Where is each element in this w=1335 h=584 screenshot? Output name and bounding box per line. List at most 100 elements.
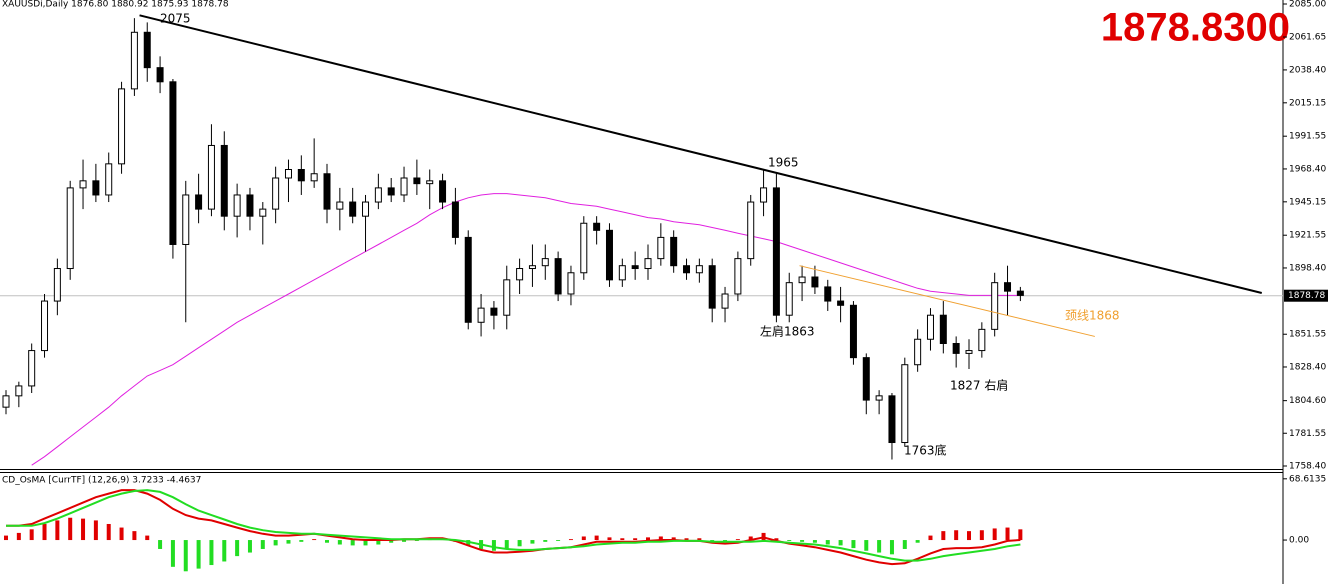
annotation: 2075 (160, 12, 191, 26)
candle-body (362, 201, 370, 217)
candle-body (387, 187, 395, 196)
histogram-bar (93, 520, 98, 541)
histogram-bar (979, 530, 984, 541)
y-tick-label: 1804.60 (1289, 396, 1326, 406)
candle-body (734, 258, 742, 295)
indicator-header: CD_OsMA [CurrTF] (12,26,9) 3.7233 -4.463… (2, 476, 201, 486)
indicator-line (6, 489, 1021, 562)
candle-body (336, 201, 344, 210)
histogram-bar (568, 539, 573, 541)
moving-average (31, 193, 1021, 466)
y-tick-label: 2038.40 (1289, 65, 1326, 75)
histogram-bar (812, 540, 817, 543)
histogram-bar (620, 538, 625, 541)
histogram-bar (55, 520, 60, 541)
candle-body (670, 236, 678, 267)
candle-body (349, 201, 357, 217)
candle-body (554, 258, 562, 295)
candle-body (284, 169, 292, 179)
annotation: 1965 (768, 156, 799, 170)
y-tick-label: 2015.15 (1289, 98, 1326, 108)
candle-body (79, 180, 87, 189)
histogram-bar (877, 540, 882, 553)
histogram-bar (145, 535, 150, 541)
candle-body (118, 88, 126, 165)
histogram-bar (299, 540, 304, 542)
histogram-bar (543, 540, 548, 542)
annotation: 颈线1868 (1065, 309, 1120, 323)
histogram-bar (594, 535, 599, 541)
candle-body (297, 169, 305, 182)
annotation: 1763底 (904, 443, 947, 458)
histogram-bar (81, 518, 86, 541)
candle-body (862, 357, 870, 401)
histogram-bar (1005, 527, 1010, 541)
candle-body (323, 173, 331, 210)
histogram-bar (132, 531, 137, 541)
histogram-bar (504, 540, 509, 549)
histogram-bar (1018, 529, 1023, 541)
candle-body (849, 304, 857, 359)
histogram-bar (658, 536, 663, 541)
histogram-bar (158, 540, 163, 549)
histogram-bar (273, 540, 278, 546)
histogram-bar (787, 540, 792, 541)
annotation: 1827 右肩 (950, 378, 1008, 393)
candle-body (66, 187, 74, 270)
histogram-bar (889, 540, 894, 555)
candle-body (28, 350, 36, 387)
histogram-bar (671, 537, 676, 541)
histogram-bar (260, 540, 265, 549)
histogram-bar (247, 540, 252, 553)
histogram-bar (222, 540, 227, 562)
histogram-bar (209, 540, 214, 566)
candle-body (105, 163, 113, 196)
candle-body (477, 307, 485, 323)
candle-body (721, 293, 729, 309)
histogram-bar (29, 529, 34, 541)
candle-body (220, 144, 228, 217)
candle-body (53, 268, 61, 302)
histogram-bar (170, 540, 175, 567)
y-tick-label: 2085.00 (1289, 0, 1326, 10)
histogram-bar (710, 540, 715, 541)
histogram-bar (851, 540, 856, 549)
candle-body (978, 328, 986, 352)
annotation: 左肩1863 (760, 324, 815, 339)
histogram-bar (697, 538, 702, 541)
histogram-bar (414, 540, 419, 541)
histogram-bar (556, 540, 561, 541)
candle-body (824, 286, 832, 302)
candle-body (195, 194, 203, 210)
histogram-bar (607, 537, 612, 541)
candle-body (490, 307, 498, 316)
histogram-bar (992, 528, 997, 541)
histogram-bar (42, 523, 47, 541)
candle-body (1004, 282, 1012, 292)
histogram-bar (350, 540, 355, 546)
candle-body (464, 236, 472, 323)
histogram-bar (325, 540, 329, 543)
histogram-bar (838, 540, 843, 546)
y-tick-label: 1781.55 (1289, 429, 1326, 439)
trend-line (139, 14, 1262, 294)
histogram-bar (119, 527, 124, 541)
candle-body (541, 258, 549, 267)
y-tick-label: 1991.55 (1289, 132, 1326, 142)
histogram-bar (337, 540, 342, 545)
candle-body (785, 282, 793, 316)
histogram-bar (825, 540, 830, 545)
candle-body (695, 265, 703, 274)
histogram-bar (286, 540, 291, 544)
trend-line (799, 265, 1095, 337)
histogram-bar (633, 538, 638, 541)
candle-body (182, 194, 190, 245)
candle-body (618, 265, 626, 281)
histogram-bar (235, 540, 240, 557)
histogram-bar (106, 523, 111, 541)
candle-body (760, 187, 768, 203)
histogram-bar (196, 540, 201, 569)
candle-body (503, 279, 511, 316)
